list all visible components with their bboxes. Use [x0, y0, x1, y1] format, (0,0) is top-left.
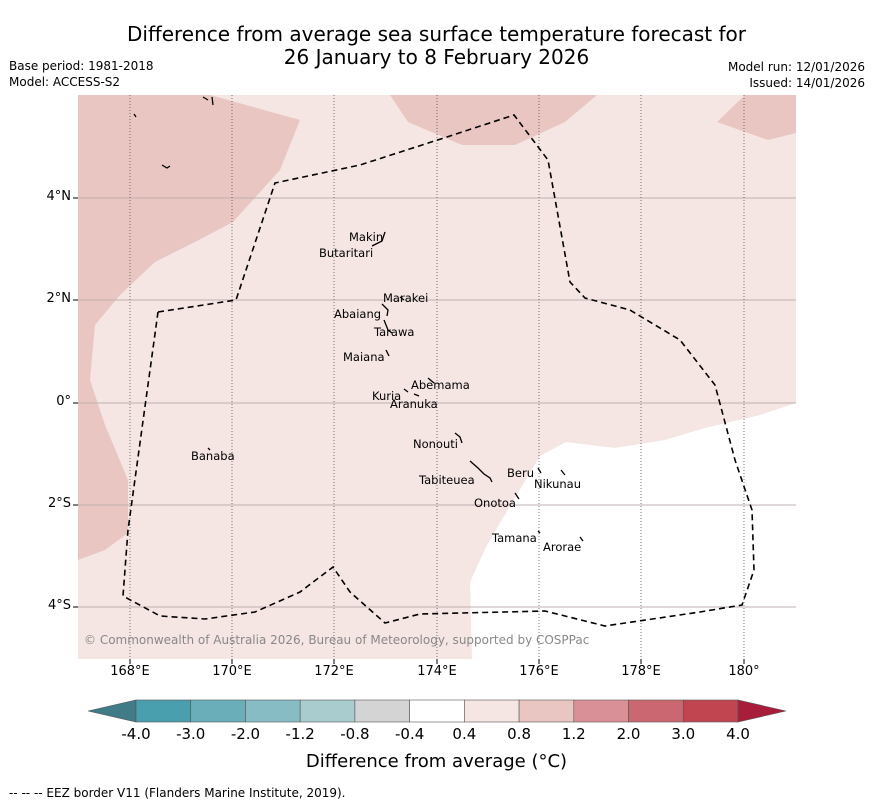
anomaly-0.8-1.2-area-northeast [717, 95, 796, 140]
colorbar-cell [190, 699, 246, 723]
base-period: Base period: 1981-2018 [9, 59, 154, 73]
colorbar-tick-label: -2.0 [230, 725, 261, 743]
colorbar-tick-label: 2.0 [616, 725, 641, 743]
island-label: Tamana [492, 531, 537, 545]
y-tick-label: 4°N [46, 189, 72, 204]
colorbar-cell [464, 699, 520, 723]
island-label: Butaritari [319, 246, 374, 260]
colorbar-tick-label: 4.0 [726, 725, 750, 743]
anomaly-near-average-area [470, 403, 796, 659]
y-tick-label: 2°S [47, 496, 71, 511]
eez-legend-note: -- -- -- EEZ border V11 (Flanders Marine… [9, 786, 346, 800]
anomaly-0.8-1.2-area-north [390, 95, 597, 145]
island-label: Arorae [543, 540, 582, 554]
x-tick-label: 168°E [110, 664, 150, 679]
island-label: Beru [507, 466, 534, 480]
colorbar-cell [245, 699, 301, 723]
colorbar-tick-label: -4.0 [121, 725, 151, 743]
colorbar-cell [354, 699, 410, 723]
x-tick-label: 178°E [621, 664, 661, 679]
island-label: Marakei [383, 291, 429, 305]
island-label: Kuria [372, 389, 402, 403]
y-tick-label: 0° [56, 394, 71, 409]
island-label: Makin [349, 230, 384, 244]
eez-border [122, 114, 755, 627]
colorbar-tick-label: 0.4 [452, 725, 477, 743]
island-label: Nonouti [413, 437, 458, 451]
colorbar-cell [628, 699, 684, 723]
axis-ticks [73, 197, 745, 664]
colorbar-cell [135, 699, 192, 723]
island-label: Banaba [191, 449, 235, 463]
colorbar-tick-label: -0.4 [394, 725, 425, 743]
colorbar-low-extend [87, 699, 137, 723]
colorbar-tick-label: 1.2 [561, 725, 586, 743]
longitude-gridlines [129, 95, 745, 659]
colorbar-tick-label: 3.0 [671, 725, 696, 743]
model-name: Model: ACCESS-S2 [9, 75, 121, 89]
colorbar-label: Difference from average (°C) [305, 751, 568, 772]
colorbar-tick-label: 0.8 [507, 725, 531, 743]
issued-date: Issued: 14/01/2026 [749, 76, 865, 90]
x-tick-label: 170°E [212, 664, 252, 679]
island-label: Onotoa [474, 496, 516, 510]
island-label: Maiana [343, 350, 385, 364]
copyright-notice: © Commonwealth of Australia 2026, Bureau… [84, 633, 590, 647]
x-tick-label: 174°E [417, 664, 457, 679]
x-tick-label: 172°E [314, 664, 354, 679]
anomaly-0.8-1.2-area-west [78, 95, 300, 560]
island-label: Aranuka [390, 397, 438, 411]
colorbar-cell [518, 699, 575, 723]
colorbar-tick-label: -3.0 [176, 725, 206, 743]
colorbar-cell [299, 699, 356, 723]
y-tick-label: 2°N [46, 291, 72, 306]
colorbar-tick-label: -0.8 [340, 725, 370, 743]
colorbar-high-extend [737, 699, 787, 723]
x-tick-label: 176°E [519, 664, 559, 679]
island-label: Abaiang [334, 307, 382, 321]
island-label: Tabiteuea [419, 473, 475, 487]
colorbar-tick-label: -1.2 [285, 725, 315, 743]
title-line-2: 26 January to 8 February 2026 [283, 45, 590, 69]
island-label: Tarawa [374, 325, 415, 339]
y-tick-label: 4°S [47, 598, 71, 613]
island-label: Nikunau [534, 477, 582, 491]
x-tick-label: 180° [728, 664, 760, 679]
colorbar-cell [573, 699, 629, 723]
model-run: Model run: 12/01/2026 [727, 60, 865, 74]
title-line-1: Difference from average sea surface temp… [126, 22, 746, 46]
colorbar [87, 699, 787, 723]
island-label: Abemama [411, 378, 470, 392]
colorbar-cell [682, 699, 739, 723]
island-coastlines [133, 96, 584, 542]
colorbar-cell [409, 699, 465, 723]
